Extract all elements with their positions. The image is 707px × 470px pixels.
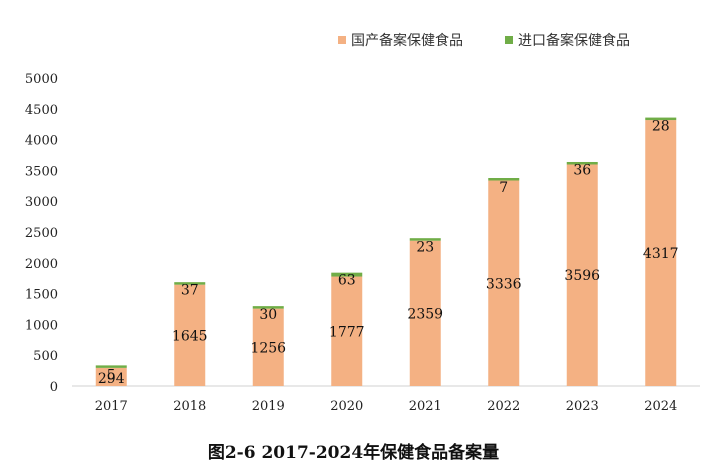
- bar-imported: [488, 178, 520, 181]
- y-tick-label: 3500: [25, 164, 58, 179]
- data-label-domestic: 3596: [564, 268, 600, 284]
- y-tick-label: 3000: [25, 195, 58, 210]
- bar-domestic: [331, 276, 363, 386]
- data-label-imported: 36: [573, 162, 591, 178]
- y-tick-label: 500: [33, 349, 58, 364]
- data-label-domestic: 1645: [172, 328, 208, 344]
- bar-domestic: [409, 240, 441, 386]
- data-label-domestic: 2359: [407, 306, 443, 322]
- legend-label-imported: 进口备案保健食品: [518, 33, 630, 49]
- data-label-imported: 5: [107, 368, 116, 384]
- y-tick-label: 1000: [25, 318, 58, 333]
- legend-swatch-imported: [505, 36, 513, 44]
- data-label-domestic: 3336: [486, 276, 522, 292]
- x-tick-label: 2018: [173, 399, 206, 414]
- bar-domestic: [566, 164, 598, 386]
- bar-domestic: [252, 308, 284, 386]
- bar-domestic: [95, 367, 127, 386]
- legend-swatch-domestic: [338, 36, 346, 44]
- data-label-imported: 7: [499, 180, 508, 196]
- bar-imported: [331, 272, 363, 277]
- data-label-imported: 28: [652, 118, 670, 134]
- legend-item-domestic: 国产备案保健食品: [338, 30, 463, 50]
- bar-domestic: [645, 120, 677, 386]
- y-tick-label: 4500: [25, 103, 58, 118]
- bar-imported: [645, 117, 677, 121]
- y-tick-label: 2000: [25, 257, 58, 272]
- bar-domestic: [488, 180, 520, 386]
- chart-legend: 国产备案保健食品 进口备案保健食品: [338, 30, 630, 50]
- y-tick-label: 2500: [25, 226, 58, 241]
- y-tick-label: 1500: [25, 288, 58, 303]
- y-tick-label: 0: [50, 380, 58, 395]
- data-label-imported: 37: [181, 282, 199, 298]
- data-label-imported: 63: [338, 273, 356, 289]
- bar-imported: [409, 238, 441, 241]
- legend-label-domestic: 国产备案保健食品: [351, 33, 463, 49]
- data-label-domestic: 1256: [250, 340, 286, 356]
- x-tick-label: 2024: [644, 399, 677, 414]
- stacked-bar-chart: 0 500 1000 1500 2000 2500 3000 3500 4000 4500 5000…: [25, 72, 700, 414]
- y-tick-label: 4000: [25, 134, 58, 149]
- y-tick-label: 5000: [25, 72, 58, 87]
- x-tick-label: 2021: [409, 399, 442, 414]
- bar-domestic: [174, 284, 206, 386]
- x-tick-label: 2020: [330, 399, 363, 414]
- bar-imported: [252, 306, 284, 309]
- data-label-imported: 23: [416, 239, 434, 255]
- data-label-domestic: 294: [98, 371, 125, 387]
- figure-caption: 图2-6 2017-2024年保健食品备案量: [207, 443, 500, 463]
- bar-imported: [174, 282, 206, 285]
- x-tick-label: 2017: [95, 399, 128, 414]
- data-label-domestic: 1777: [329, 324, 365, 340]
- x-tick-label: 2019: [252, 399, 285, 414]
- data-label-domestic: 4317: [643, 246, 679, 262]
- x-tick-label: 2022: [487, 399, 520, 414]
- legend-item-imported: 进口备案保健食品: [505, 30, 630, 50]
- x-tick-label: 2023: [566, 399, 599, 414]
- bar-imported: [95, 365, 127, 368]
- data-label-imported: 30: [259, 307, 277, 323]
- bar-imported: [566, 161, 598, 165]
